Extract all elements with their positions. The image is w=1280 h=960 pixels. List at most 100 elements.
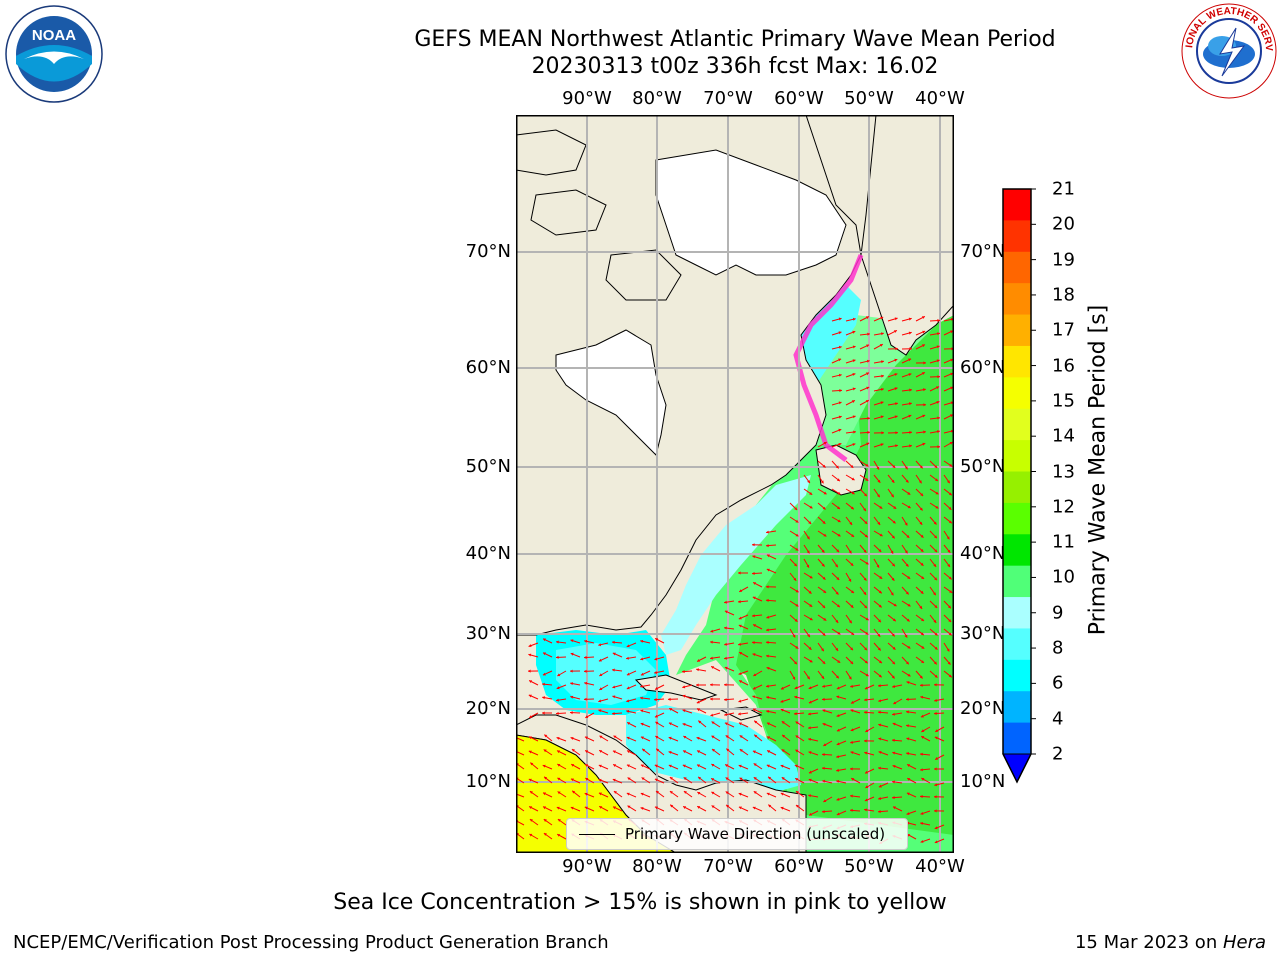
colorbar-tick-label: 14 [1052,425,1075,447]
hudson-bay-ice [555,329,667,456]
wave-direction-arrowhead [908,358,912,362]
wave-direction-arrowhead [585,764,589,767]
wave-direction-arrowhead [836,478,840,482]
wave-direction-arrowhead [809,575,813,579]
wave-direction-arrowhead [809,812,812,816]
wave-direction-arrowhead [934,646,938,650]
wave-direction-arrowhead [808,700,812,704]
lat-label-left: 60°N [465,357,511,378]
wave-direction-arrowhead [556,737,560,740]
wave-direction-arrowhead [936,401,940,404]
wave-direction-arrowhead [851,491,855,495]
wave-direction-arrowhead [848,620,852,624]
colorbar-segment [1003,377,1031,410]
colorbar-segment [1003,534,1031,567]
wave-direction-arrowhead [795,645,799,649]
map-legend: Primary Wave Direction (unscaled) [566,818,908,850]
lon-label: 60°W [774,856,824,877]
wave-direction-arrowhead [584,639,588,643]
lat-label-right: 70°N [960,241,1006,262]
wave-direction-arrowhead [794,712,797,716]
wave-direction-arrowhead [724,666,728,670]
wave-direction-arrowhead [766,667,770,670]
wave-direction-arrowhead [640,736,644,740]
wave-direction-arrowhead [529,833,533,837]
colorbar-segment [1003,628,1031,661]
wave-direction-arrowhead [933,521,937,525]
wave-direction-arrowhead [822,576,826,580]
wave-direction-arrowhead [668,751,672,754]
wave-direction-arrowhead [627,805,631,809]
wave-direction-arrowhead [654,698,657,702]
wave-direction-arrowhead [654,714,658,718]
colorbar-tick-label: 6 [1052,672,1064,694]
period-band-8s [661,475,811,655]
wave-direction-arrowhead [948,619,952,622]
wave-direction-arrowhead [863,577,867,581]
wave-direction-arrowhead [851,778,855,781]
wave-direction-arrowhead [865,673,869,677]
wave-direction-arrowhead [613,764,617,767]
wave-direction-arrowhead [823,533,827,537]
wave-direction-arrowhead [724,683,727,687]
wave-direction-arrowhead [865,463,869,467]
wave-direction-arrowhead [921,729,925,732]
wave-direction-arrowhead [682,723,686,726]
wave-direction-arrowhead [585,778,589,781]
wave-direction-arrowhead [850,728,854,732]
wave-direction-arrowhead [752,806,756,810]
wave-direction-arrowhead [895,431,898,435]
wave-direction-arrowhead [697,764,700,768]
wave-direction-arrowhead [806,536,810,540]
colorbar-segment [1003,189,1031,221]
colorbar-segment [1003,502,1031,535]
wave-direction-arrowhead [584,669,587,673]
wave-direction-arrowhead [835,647,839,651]
wave-direction-arrowhead [936,345,940,349]
wave-direction-arrowhead [920,822,923,825]
wave-direction-arrowhead [838,415,842,419]
colorbar-tick-label: 12 [1052,496,1075,518]
wave-direction-arrowhead [892,712,895,716]
wave-direction-arrowhead [808,770,812,774]
wave-direction-arrowhead [670,804,674,808]
lat-label-right: 30°N [960,623,1006,644]
wave-direction-arrowhead [599,673,603,676]
wave-direction-arrowhead [738,624,742,628]
wave-direction-arrowhead [836,695,840,699]
wave-direction-arrowhead [640,684,643,688]
wave-direction-arrowhead [640,764,644,768]
wave-direction-arrowhead [822,709,826,713]
lon-label: 90°W [562,856,612,877]
wave-direction-arrowhead [557,777,561,781]
wave-direction-arrowhead [836,812,840,816]
wave-direction-arrowhead [627,722,631,725]
lon-label: 40°W [915,88,965,109]
wave-direction-arrowhead [836,742,840,746]
wave-direction-arrowhead [641,777,645,781]
wave-direction-arrowhead [922,330,926,334]
wave-direction-arrowhead [556,698,559,702]
wave-direction-arrowhead [950,372,954,376]
wave-direction-arrowhead [570,695,574,699]
lon-label: 80°W [632,88,682,109]
wave-direction-arrowhead [612,750,616,754]
wave-direction-arrowhead [838,401,842,405]
wave-direction-arrowhead [892,646,896,650]
wave-direction-arrowhead [808,521,812,524]
wave-direction-arrowhead [948,674,952,678]
wave-direction-arrowhead [835,591,839,595]
wave-direction-arrowhead [866,359,870,363]
wave-direction-arrowhead [528,669,531,673]
wave-direction-arrowhead [850,506,854,510]
noaa-logo: NOAA [4,4,104,104]
wave-direction-arrowhead [864,710,867,714]
wave-direction-arrowhead [766,568,770,572]
wave-direction-arrowhead [904,466,908,470]
wave-direction-arrowhead [909,402,912,406]
wave-direction-arrowhead [920,562,924,566]
wave-direction-arrowhead [934,605,938,608]
wave-direction-arrowhead [724,610,728,614]
noaa-logo-text: NOAA [32,27,76,44]
colorbar-segment [1003,565,1031,598]
